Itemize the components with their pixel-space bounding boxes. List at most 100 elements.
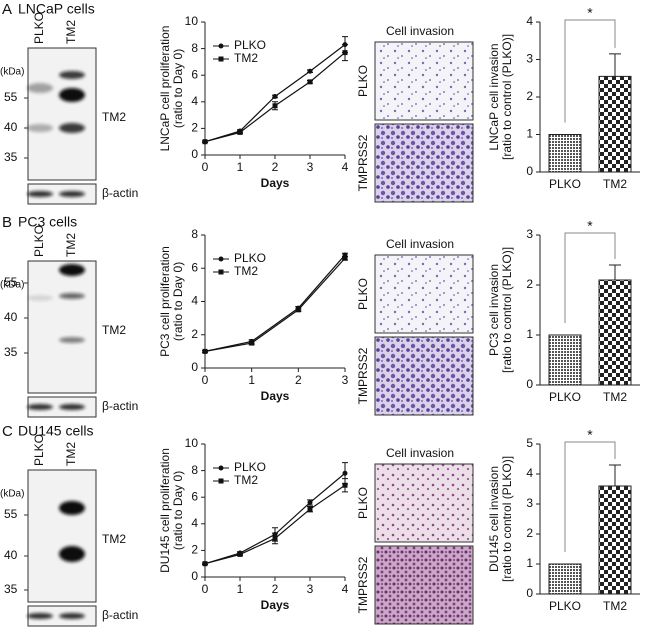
loading-label: β-actin — [102, 186, 138, 200]
y-axis-label: [ratio to control (PLKO)] — [500, 247, 514, 373]
invasion-image — [374, 41, 474, 121]
y-axis-label: LNCaP cell invasion — [487, 43, 501, 150]
x-tick-label: 2 — [295, 373, 302, 387]
x-tick-label: 1 — [237, 160, 244, 174]
x-tick-label: 1 — [248, 373, 255, 387]
marker — [202, 561, 208, 567]
panel-title: DU145 cells — [18, 423, 93, 439]
band — [27, 124, 53, 132]
x-tick-label: 4 — [342, 160, 349, 174]
marker — [342, 482, 348, 488]
significance-label: * — [587, 218, 593, 234]
error-bar — [609, 53, 621, 77]
y-tick-label: 6 — [191, 67, 198, 81]
invasion-row-label: PLKO — [356, 65, 370, 97]
series-line — [204, 257, 346, 352]
x-tick-label: 0 — [202, 373, 209, 387]
kda-tick-label: 40 — [4, 548, 18, 562]
invasion-row-label: TMPRSS2 — [356, 347, 370, 404]
lane-label: PLKO — [32, 434, 46, 466]
marker — [202, 139, 208, 145]
x-tick-label: 3 — [342, 373, 349, 387]
y-tick-label: 3 — [526, 52, 533, 66]
marker — [272, 93, 278, 99]
invasion-image — [374, 123, 474, 203]
y-tick-label: 10 — [185, 436, 199, 450]
band-label: TM2 — [102, 532, 126, 546]
bar-chart: 0 1 2 3 4 LNCaP cell invasion [ratio to contro… — [487, 5, 640, 191]
y-tick-label: 0 — [526, 377, 533, 391]
y-tick-label: 2 — [526, 89, 533, 103]
y-tick-label: 0 — [191, 147, 198, 161]
band — [59, 71, 85, 79]
marker — [295, 307, 301, 313]
y-axis-label: PC3 cell invasion — [487, 264, 501, 356]
kda-label: (kDa) — [0, 280, 24, 291]
band — [59, 293, 85, 299]
legend-marker — [218, 269, 224, 275]
lane-label: TM2 — [64, 233, 78, 257]
y-tick-label: 1 — [526, 327, 533, 341]
invasion-image — [374, 336, 474, 416]
x-tick-label: 1 — [237, 582, 244, 596]
invasion-row-label: PLKO — [356, 278, 370, 310]
significance-bracket — [564, 232, 616, 323]
y-axis-label: LNCaP cell proliferation — [158, 26, 172, 152]
marker — [342, 470, 348, 476]
y-tick-label: 2 — [191, 327, 198, 341]
lane-label: PLKO — [32, 225, 46, 257]
y-tick-label: 1 — [526, 556, 533, 570]
y-axis-label: PC3 cell proliferation — [158, 246, 172, 357]
marker — [307, 506, 313, 512]
y-tick-label: 4 — [526, 14, 533, 28]
line-chart: 0 2 4 6 8 10 0 1 2 3 4 Days DU145 cell proliferation… — [158, 436, 348, 612]
legend-marker — [218, 465, 224, 471]
x-tick-label: PLKO — [549, 390, 581, 404]
legend-marker — [218, 478, 224, 484]
blot — [27, 260, 97, 394]
panel-letter: A — [2, 1, 12, 18]
blot — [27, 469, 97, 603]
series-line — [204, 254, 346, 352]
x-axis-label: Days — [261, 598, 290, 612]
marker — [307, 500, 313, 506]
loading-label: β-actin — [102, 608, 138, 622]
actin-band — [27, 191, 53, 197]
band-label: TM2 — [102, 110, 126, 124]
actin-band — [59, 404, 85, 410]
actin-band — [59, 613, 85, 619]
x-tick-label: PLKO — [549, 599, 581, 613]
y-tick-label: 8 — [191, 463, 198, 477]
actin-band — [27, 404, 53, 410]
y-tick-label: 4 — [191, 516, 198, 530]
blot — [27, 47, 97, 181]
series-line — [204, 472, 346, 565]
x-tick-label: 2 — [272, 582, 279, 596]
marker — [307, 68, 313, 74]
marker — [237, 129, 243, 135]
panel-letter: B — [2, 214, 12, 231]
band — [59, 123, 85, 133]
y-tick-label: 2 — [526, 277, 533, 291]
invasion-image — [374, 545, 474, 625]
significance-bracket — [564, 441, 616, 552]
legend-label: TM2 — [234, 264, 258, 278]
marker — [249, 340, 255, 346]
legend-marker — [218, 43, 224, 49]
y-tick-label: 0 — [191, 360, 198, 374]
marker — [342, 255, 348, 261]
y-tick-label: 3 — [526, 227, 533, 241]
legend-marker — [218, 56, 224, 62]
y-tick-label: 4 — [526, 466, 533, 480]
marker — [272, 103, 278, 109]
invasion-image — [374, 254, 474, 334]
kda-tick-label: 35 — [4, 150, 18, 164]
kda-tick-label: 55 — [4, 507, 18, 521]
invasion-title: Cell invasion — [386, 24, 454, 38]
y-tick-label: 2 — [526, 526, 533, 540]
significance-bracket — [564, 19, 616, 123]
marker — [342, 50, 348, 56]
band — [59, 546, 85, 562]
x-tick-label: 2 — [272, 160, 279, 174]
lane-label: PLKO — [32, 12, 46, 44]
